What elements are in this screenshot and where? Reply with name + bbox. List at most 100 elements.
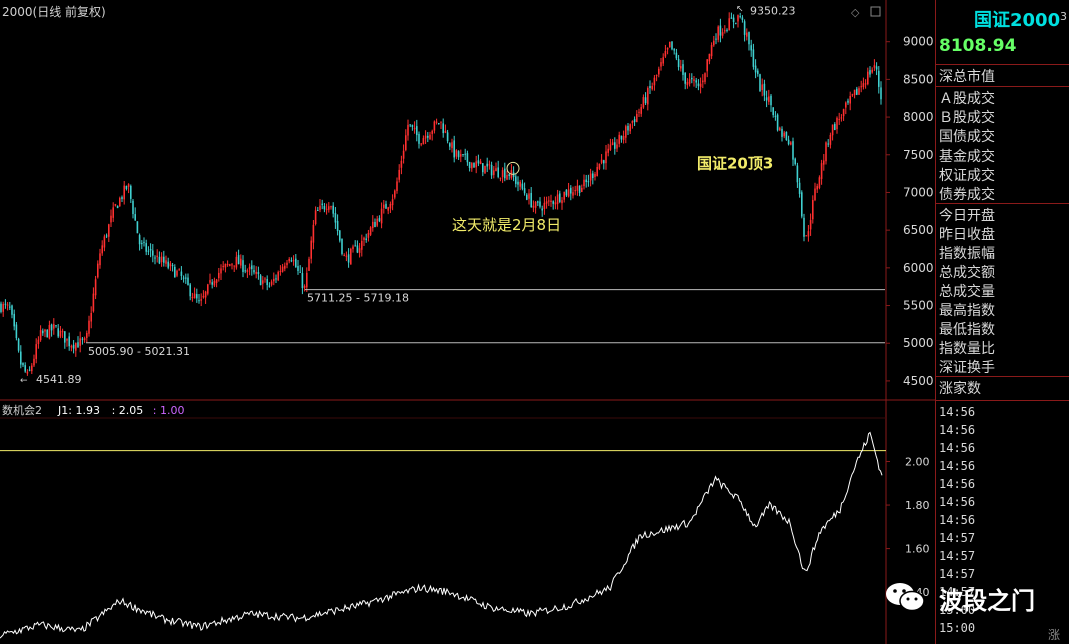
candle-body <box>141 243 143 245</box>
candle-body <box>255 271 257 274</box>
candle-body <box>776 114 779 131</box>
side-label: 总成交额 <box>939 265 995 281</box>
candle-body <box>165 260 167 264</box>
candle-body <box>378 218 381 222</box>
candle-body <box>59 330 62 337</box>
candle-body <box>649 86 651 89</box>
side-label: 指数振幅 <box>939 246 995 262</box>
candle-body <box>114 204 117 206</box>
candle-body <box>435 121 438 123</box>
candle-body <box>801 192 803 217</box>
candle-body <box>83 338 86 341</box>
candle-body <box>215 279 218 283</box>
candle-body <box>726 29 728 31</box>
time-entry: 14:57 <box>939 531 976 545</box>
candle-body <box>598 163 601 169</box>
candle-body <box>328 206 330 210</box>
candle-body <box>242 260 244 272</box>
watermark-text: 波段之门 <box>939 587 1035 615</box>
candle-body <box>825 142 827 162</box>
highlight-circle <box>506 161 520 175</box>
candle-body <box>248 266 251 270</box>
candle-body <box>127 184 130 187</box>
candle-body <box>556 194 559 205</box>
annotation-label: 5005.90 - 5021.31 <box>88 345 190 358</box>
candle-body <box>581 187 583 192</box>
candle-body <box>699 83 702 87</box>
bottom-corner-mark: 涨 <box>1048 628 1061 642</box>
indicator-legend: : 2.05 <box>112 404 144 417</box>
candle-body <box>22 362 24 366</box>
candle-body <box>814 188 816 201</box>
candle-body <box>587 181 590 183</box>
candle-body <box>768 96 770 102</box>
candle-body <box>842 109 845 117</box>
candle-body <box>763 83 766 96</box>
candle-body <box>442 123 444 134</box>
candle-body <box>444 130 447 133</box>
candle-body <box>754 65 757 73</box>
candle-body <box>196 294 198 299</box>
candle-body <box>812 199 814 220</box>
candle-body <box>735 22 737 24</box>
candle-body <box>299 271 301 273</box>
candle-body <box>563 191 565 200</box>
candle-body <box>424 135 427 139</box>
candle-body <box>235 256 238 268</box>
candle-body <box>836 117 838 130</box>
candle-body <box>660 62 662 67</box>
candle-body <box>578 185 581 193</box>
candle-body <box>774 115 777 117</box>
candle-body <box>105 235 108 237</box>
candle-body <box>834 124 836 131</box>
candle-body <box>464 153 466 155</box>
candle-body <box>739 16 741 18</box>
candle-body <box>451 142 453 149</box>
candle-body <box>50 324 53 331</box>
candle-body <box>264 278 266 280</box>
candle-body <box>160 256 163 263</box>
y-tick-label: 5500 <box>903 299 934 313</box>
side-label: 国债成交 <box>939 129 995 145</box>
candle-body <box>457 151 460 158</box>
candle-body <box>240 258 242 266</box>
indicator-line <box>0 431 883 639</box>
time-entry: 14:56 <box>939 495 976 509</box>
side-label: 最低指数 <box>939 322 995 338</box>
side-label: 昨日收盘 <box>939 227 995 243</box>
candle-body <box>119 197 121 207</box>
candle-body <box>402 150 405 159</box>
candle-body <box>752 49 755 67</box>
candle-body <box>222 265 224 267</box>
candle-body <box>31 365 33 372</box>
candle-body <box>576 185 579 191</box>
candle-body <box>823 160 825 165</box>
candle-body <box>647 88 649 105</box>
candle-body <box>9 306 11 308</box>
candle-body <box>200 299 202 301</box>
candle-body <box>61 331 64 333</box>
candle-body <box>530 192 532 208</box>
candle-body <box>521 183 524 189</box>
candle-body <box>13 313 15 327</box>
candle-body <box>367 232 370 238</box>
candle-body <box>53 324 55 329</box>
candle-body <box>420 143 422 145</box>
candle-body <box>517 181 519 185</box>
candle-body <box>684 72 686 84</box>
candle-body <box>809 220 812 230</box>
side-separator <box>936 376 1069 377</box>
candle-body <box>339 230 341 241</box>
candle-body <box>433 121 436 131</box>
candle-body <box>847 100 849 103</box>
candle-body <box>286 262 288 266</box>
side-label: 深总市值 <box>939 69 995 85</box>
candle-body <box>462 153 464 155</box>
candle-body <box>519 181 521 187</box>
candle-body <box>638 111 640 113</box>
candle-body <box>543 202 546 210</box>
candle-body <box>303 285 306 288</box>
side-separator <box>936 400 1069 401</box>
candle-body <box>818 177 821 188</box>
candle-body <box>537 201 539 203</box>
